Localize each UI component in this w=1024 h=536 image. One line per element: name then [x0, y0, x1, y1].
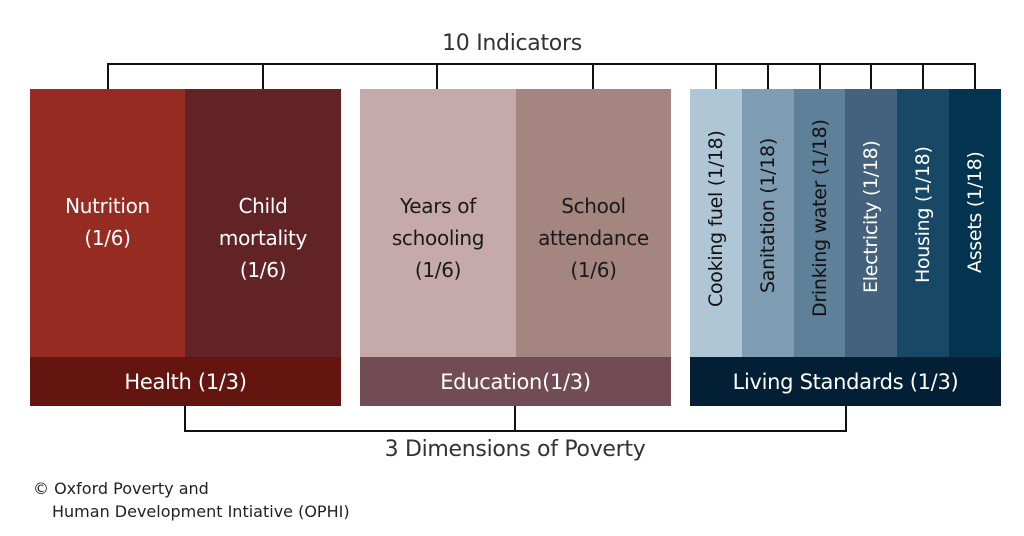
indicator-housing: Housing (1/18)	[897, 89, 949, 357]
living-standards-band: Living Standards (1/3)	[690, 357, 1001, 406]
bracket-tick	[107, 63, 109, 89]
indicator-assets: Assets (1/18)	[949, 89, 1001, 357]
dimensions-title: 3 Dimensions of Poverty	[384, 437, 646, 462]
indicator-weight: (1/6)	[570, 258, 617, 282]
indicator-label: Housing (1/18)	[912, 146, 934, 283]
indicator-name: Years of	[399, 194, 476, 218]
indicator-child-mortality: Child mortality (1/6)	[185, 89, 341, 357]
bracket-tick	[715, 63, 717, 89]
indicator-nutrition: Nutrition (1/6)	[30, 89, 185, 357]
bottom-bracket-line	[184, 430, 847, 432]
copyright-credit: © Oxford Poverty and Human Development I…	[33, 477, 350, 523]
indicator-name: schooling	[391, 226, 485, 250]
indicator-name: attendance	[538, 226, 649, 250]
credit-line: Human Development Intiative (OPHI)	[52, 502, 350, 521]
indicator-label: Drinking water (1/18)	[808, 119, 831, 317]
health-dimension: Nutrition (1/6) Child mortality (1/6) He…	[30, 89, 341, 406]
bracket-tick	[870, 63, 872, 89]
credit-line: © Oxford Poverty and	[33, 479, 209, 498]
indicator-label: Cooking fuel (1/18)	[705, 130, 727, 307]
bracket-tick	[592, 63, 594, 89]
indicators-title: 10 Indicators	[442, 31, 582, 56]
indicator-name: Child	[238, 194, 288, 218]
living-standards-dimension: Cooking fuel (1/18) Sanitation (1/18) Dr…	[690, 89, 1001, 406]
indicator-name: mortality	[218, 226, 308, 250]
indicator-sanitation: Sanitation (1/18)	[742, 89, 794, 357]
bracket-tick	[767, 63, 769, 89]
indicator-cooking-fuel: Cooking fuel (1/18)	[690, 89, 742, 357]
indicator-name: School	[561, 194, 626, 218]
indicator-weight: (1/6)	[239, 258, 287, 282]
education-dimension: Years of schooling (1/6) School attendan…	[360, 89, 671, 406]
bracket-tick	[845, 406, 847, 432]
indicator-name: Nutrition	[65, 194, 150, 218]
indicator-weight: (1/6)	[414, 258, 462, 282]
indicator-label: Sanitation (1/18)	[757, 138, 779, 293]
indicator-school-attendance: School attendance (1/6)	[516, 89, 671, 357]
education-band: Education(1/3)	[360, 357, 671, 406]
bracket-tick	[514, 406, 516, 432]
indicator-weight: (1/6)	[84, 226, 131, 250]
bracket-tick	[819, 63, 821, 89]
health-band: Health (1/3)	[30, 357, 341, 406]
indicator-electricity: Electricity (1/18)	[845, 89, 897, 357]
top-bracket-line	[107, 63, 976, 65]
bracket-tick	[184, 406, 186, 432]
bracket-tick	[922, 63, 924, 89]
bracket-tick	[436, 63, 438, 89]
indicator-label: Assets (1/18)	[964, 151, 986, 273]
indicator-years-of-schooling: Years of schooling (1/6)	[360, 89, 516, 357]
bracket-tick	[974, 63, 976, 89]
bracket-tick	[262, 63, 264, 89]
indicator-drinking-water: Drinking water (1/18)	[794, 89, 845, 357]
indicator-label: Electricity (1/18)	[860, 140, 882, 293]
